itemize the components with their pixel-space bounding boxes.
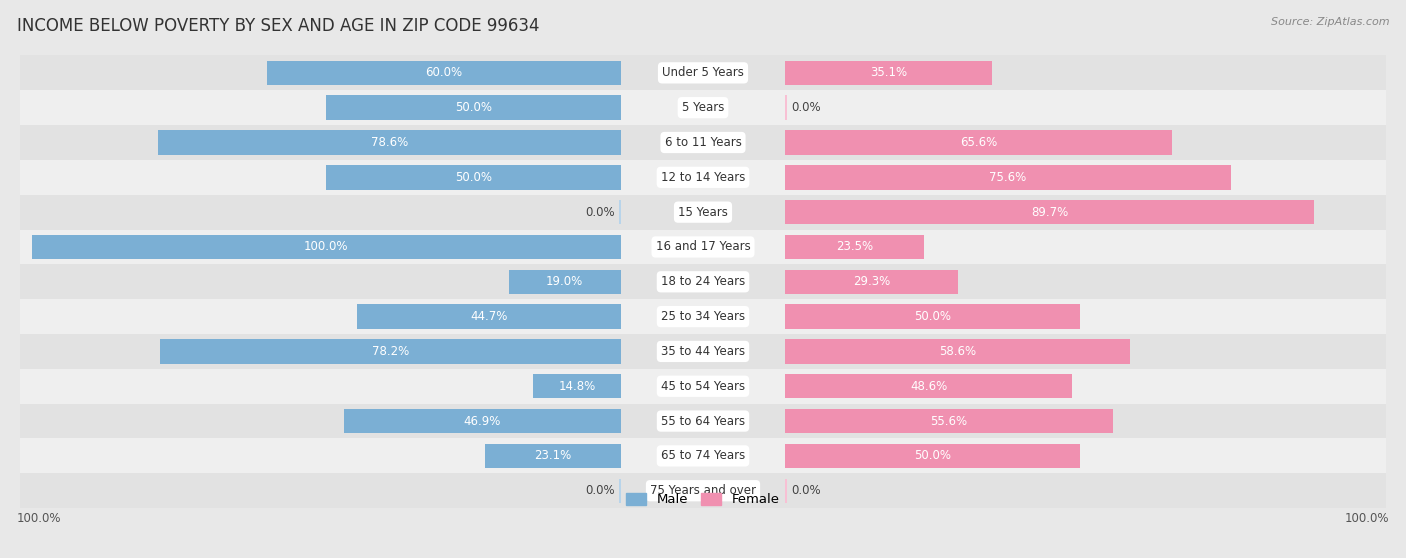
Bar xyxy=(619,479,620,503)
Text: Source: ZipAtlas.com: Source: ZipAtlas.com xyxy=(1271,17,1389,27)
Bar xyxy=(20,473,1386,508)
Bar xyxy=(267,61,620,85)
Bar xyxy=(619,200,620,224)
Text: 46.9%: 46.9% xyxy=(464,415,501,427)
Bar xyxy=(326,165,620,190)
Text: 0.0%: 0.0% xyxy=(792,484,821,497)
Text: 65 to 74 Years: 65 to 74 Years xyxy=(661,449,745,463)
Text: 58.6%: 58.6% xyxy=(939,345,977,358)
Text: 29.3%: 29.3% xyxy=(853,275,890,288)
Bar xyxy=(20,55,1386,90)
Legend: Male, Female: Male, Female xyxy=(621,488,785,511)
Bar xyxy=(786,374,1071,398)
Text: 100.0%: 100.0% xyxy=(304,240,349,253)
Text: 60.0%: 60.0% xyxy=(426,66,463,79)
Text: 12 to 14 Years: 12 to 14 Years xyxy=(661,171,745,184)
Bar xyxy=(533,374,620,398)
Text: 50.0%: 50.0% xyxy=(456,101,492,114)
Bar xyxy=(786,305,1080,329)
Text: 35 to 44 Years: 35 to 44 Years xyxy=(661,345,745,358)
Bar xyxy=(20,195,1386,229)
Bar xyxy=(786,339,1130,364)
Text: 48.6%: 48.6% xyxy=(910,380,948,393)
Bar xyxy=(20,264,1386,299)
Bar xyxy=(20,160,1386,195)
Text: 6 to 11 Years: 6 to 11 Years xyxy=(665,136,741,149)
Text: 78.2%: 78.2% xyxy=(371,345,409,358)
Bar xyxy=(485,444,620,468)
Text: 75.6%: 75.6% xyxy=(990,171,1026,184)
Text: 16 and 17 Years: 16 and 17 Years xyxy=(655,240,751,253)
Text: 100.0%: 100.0% xyxy=(17,512,62,525)
Bar xyxy=(326,95,620,120)
Bar xyxy=(344,409,620,433)
Bar xyxy=(20,229,1386,264)
Text: 50.0%: 50.0% xyxy=(914,310,950,323)
Text: Under 5 Years: Under 5 Years xyxy=(662,66,744,79)
Bar xyxy=(786,61,993,85)
Text: 55.6%: 55.6% xyxy=(931,415,967,427)
Text: 89.7%: 89.7% xyxy=(1031,206,1069,219)
Bar xyxy=(20,439,1386,473)
Bar xyxy=(20,299,1386,334)
Bar xyxy=(157,131,620,155)
Text: 0.0%: 0.0% xyxy=(585,206,614,219)
Text: 0.0%: 0.0% xyxy=(792,101,821,114)
Text: INCOME BELOW POVERTY BY SEX AND AGE IN ZIP CODE 99634: INCOME BELOW POVERTY BY SEX AND AGE IN Z… xyxy=(17,17,540,35)
Text: 15 Years: 15 Years xyxy=(678,206,728,219)
Bar xyxy=(160,339,620,364)
Text: 23.1%: 23.1% xyxy=(534,449,571,463)
Bar xyxy=(20,334,1386,369)
Bar xyxy=(20,90,1386,125)
Text: 5 Years: 5 Years xyxy=(682,101,724,114)
Text: 25 to 34 Years: 25 to 34 Years xyxy=(661,310,745,323)
Bar xyxy=(786,200,1313,224)
Text: 45 to 54 Years: 45 to 54 Years xyxy=(661,380,745,393)
Bar xyxy=(20,403,1386,439)
Bar xyxy=(786,165,1230,190)
Bar xyxy=(786,131,1171,155)
Text: 75 Years and over: 75 Years and over xyxy=(650,484,756,497)
Text: 78.6%: 78.6% xyxy=(371,136,408,149)
Text: 65.6%: 65.6% xyxy=(960,136,997,149)
Text: 44.7%: 44.7% xyxy=(470,310,508,323)
Bar xyxy=(20,125,1386,160)
Text: 18 to 24 Years: 18 to 24 Years xyxy=(661,275,745,288)
Text: 19.0%: 19.0% xyxy=(546,275,583,288)
Text: 23.5%: 23.5% xyxy=(837,240,873,253)
Bar xyxy=(786,235,924,259)
Text: 50.0%: 50.0% xyxy=(456,171,492,184)
Bar xyxy=(32,235,620,259)
Bar xyxy=(357,305,620,329)
Text: 50.0%: 50.0% xyxy=(914,449,950,463)
Text: 35.1%: 35.1% xyxy=(870,66,907,79)
Text: 100.0%: 100.0% xyxy=(1344,512,1389,525)
Text: 14.8%: 14.8% xyxy=(558,380,596,393)
Bar xyxy=(786,444,1080,468)
Bar xyxy=(786,409,1112,433)
Text: 0.0%: 0.0% xyxy=(585,484,614,497)
Bar xyxy=(20,369,1386,403)
Bar xyxy=(786,95,787,120)
Text: 55 to 64 Years: 55 to 64 Years xyxy=(661,415,745,427)
Bar xyxy=(786,270,957,294)
Bar xyxy=(509,270,620,294)
Bar xyxy=(786,479,787,503)
